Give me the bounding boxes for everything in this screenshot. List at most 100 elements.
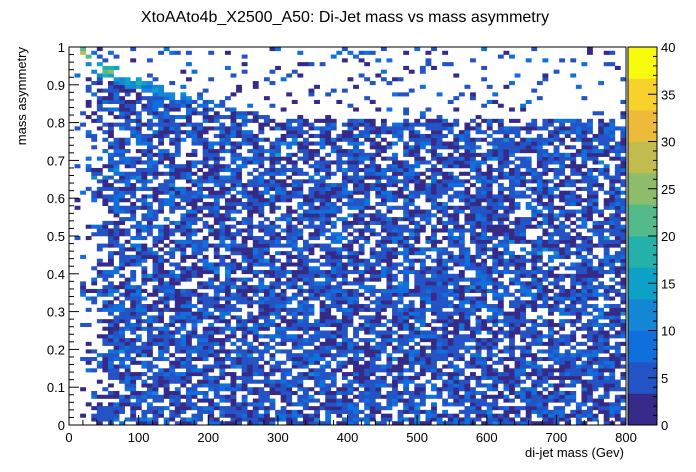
- heatmap-cell: [102, 69, 109, 74]
- heatmap-cell: [464, 315, 471, 320]
- heatmap-cell: [347, 387, 354, 392]
- heatmap-cell: [364, 96, 371, 101]
- heatmap-cell: [119, 103, 125, 108]
- heatmap-cell: [308, 353, 315, 358]
- heatmap-cell: [291, 353, 298, 358]
- heatmap-cell: [263, 198, 270, 203]
- heatmap-cell: [219, 243, 226, 248]
- heatmap-cell: [375, 368, 382, 373]
- heatmap-cell: [146, 137, 153, 142]
- heatmap-cell: [403, 111, 410, 116]
- heatmap-cell: [375, 201, 382, 207]
- heatmap-cell: [113, 413, 120, 418]
- heatmap-cell: [341, 236, 348, 241]
- heatmap-cell: [119, 156, 125, 161]
- heatmap-cell: [174, 145, 181, 150]
- heatmap-cell: [408, 232, 415, 237]
- heatmap-cell: [107, 402, 114, 407]
- heatmap-cell: [431, 156, 437, 161]
- heatmap-cell: [191, 220, 198, 225]
- heatmap-cell: [497, 349, 504, 354]
- heatmap-cell: [263, 201, 270, 207]
- heatmap-cell: [308, 133, 315, 139]
- heatmap-cell: [470, 224, 476, 229]
- heatmap-cell: [475, 167, 482, 173]
- heatmap-cell: [119, 220, 125, 225]
- heatmap-cell: [180, 394, 187, 399]
- heatmap-cell: [230, 175, 237, 180]
- heatmap-cell: [503, 243, 510, 248]
- heatmap-cell: [475, 273, 482, 278]
- heatmap-cell: [130, 341, 137, 346]
- heatmap-cell: [336, 149, 343, 154]
- heatmap-cell: [113, 220, 120, 225]
- heatmap-cell: [180, 349, 187, 354]
- heatmap-cell: [492, 247, 499, 252]
- heatmap-cell: [191, 273, 198, 278]
- heatmap-cell: [202, 307, 209, 312]
- heatmap-cell: [503, 315, 510, 320]
- heatmap-cell: [152, 115, 159, 120]
- heatmap-cell: [191, 387, 198, 392]
- heatmap-cell: [96, 232, 103, 237]
- heatmap-cell: [497, 213, 504, 218]
- heatmap-cell: [442, 122, 449, 127]
- heatmap-cell: [358, 315, 365, 320]
- heatmap-cell: [453, 258, 460, 263]
- heatmap-cell: [414, 164, 421, 169]
- heatmap-cell: [386, 254, 393, 259]
- heatmap-cell: [135, 84, 142, 89]
- heatmap-cell: [330, 322, 337, 328]
- heatmap-cell: [130, 209, 137, 214]
- heatmap-cell: [380, 307, 387, 312]
- heatmap-cell: [436, 334, 443, 339]
- heatmap-cell: [353, 126, 359, 131]
- heatmap-cell: [436, 209, 443, 214]
- heatmap-cell: [481, 194, 488, 199]
- heatmap-cell: [158, 315, 164, 320]
- heatmap-cell: [224, 205, 231, 210]
- heatmap-cell: [358, 304, 365, 309]
- heatmap-cell: [252, 262, 259, 267]
- heatmap-cell: [392, 394, 398, 399]
- heatmap-cell: [492, 213, 499, 218]
- heatmap-cell: [497, 307, 504, 312]
- heatmap-cell: [375, 387, 382, 392]
- heatmap-cell: [191, 413, 198, 418]
- heatmap-cell: [291, 277, 298, 282]
- heatmap-cell: [403, 164, 410, 169]
- heatmap-cell: [486, 247, 493, 252]
- heatmap-cell: [135, 175, 142, 180]
- heatmap-cell: [124, 402, 131, 407]
- heatmap-cell: [358, 160, 365, 165]
- heatmap-cell: [258, 300, 265, 305]
- heatmap-cell: [358, 141, 365, 146]
- heatmap-cell: [219, 194, 226, 199]
- heatmap-cell: [174, 99, 181, 104]
- heatmap-cell: [141, 360, 148, 365]
- heatmap-cell: [269, 296, 276, 301]
- heatmap-cell: [531, 239, 538, 244]
- heatmap-cell: [514, 266, 521, 271]
- heatmap-cell: [113, 164, 120, 169]
- heatmap-cell: [185, 179, 192, 184]
- heatmap-cell: [464, 262, 471, 267]
- heatmap-cell: [124, 156, 131, 161]
- heatmap-cell: [397, 270, 404, 275]
- heatmap-cell: [453, 334, 460, 339]
- heatmap-cell: [96, 107, 103, 112]
- heatmap-cell: [447, 254, 454, 259]
- heatmap-cell: [275, 390, 281, 396]
- heatmap-cell: [230, 406, 237, 411]
- heatmap-cell: [302, 372, 309, 377]
- heatmap-cell: [425, 213, 432, 218]
- heatmap-cell: [503, 262, 510, 267]
- heatmap-cell: [308, 296, 315, 301]
- heatmap-cell: [447, 130, 454, 135]
- heatmap-cell: [531, 277, 538, 282]
- heatmap-cell: [152, 175, 159, 180]
- heatmap-cell: [269, 345, 276, 350]
- heatmap-cell: [369, 409, 376, 414]
- heatmap-cell: [158, 239, 164, 244]
- heatmap-cell: [464, 141, 471, 146]
